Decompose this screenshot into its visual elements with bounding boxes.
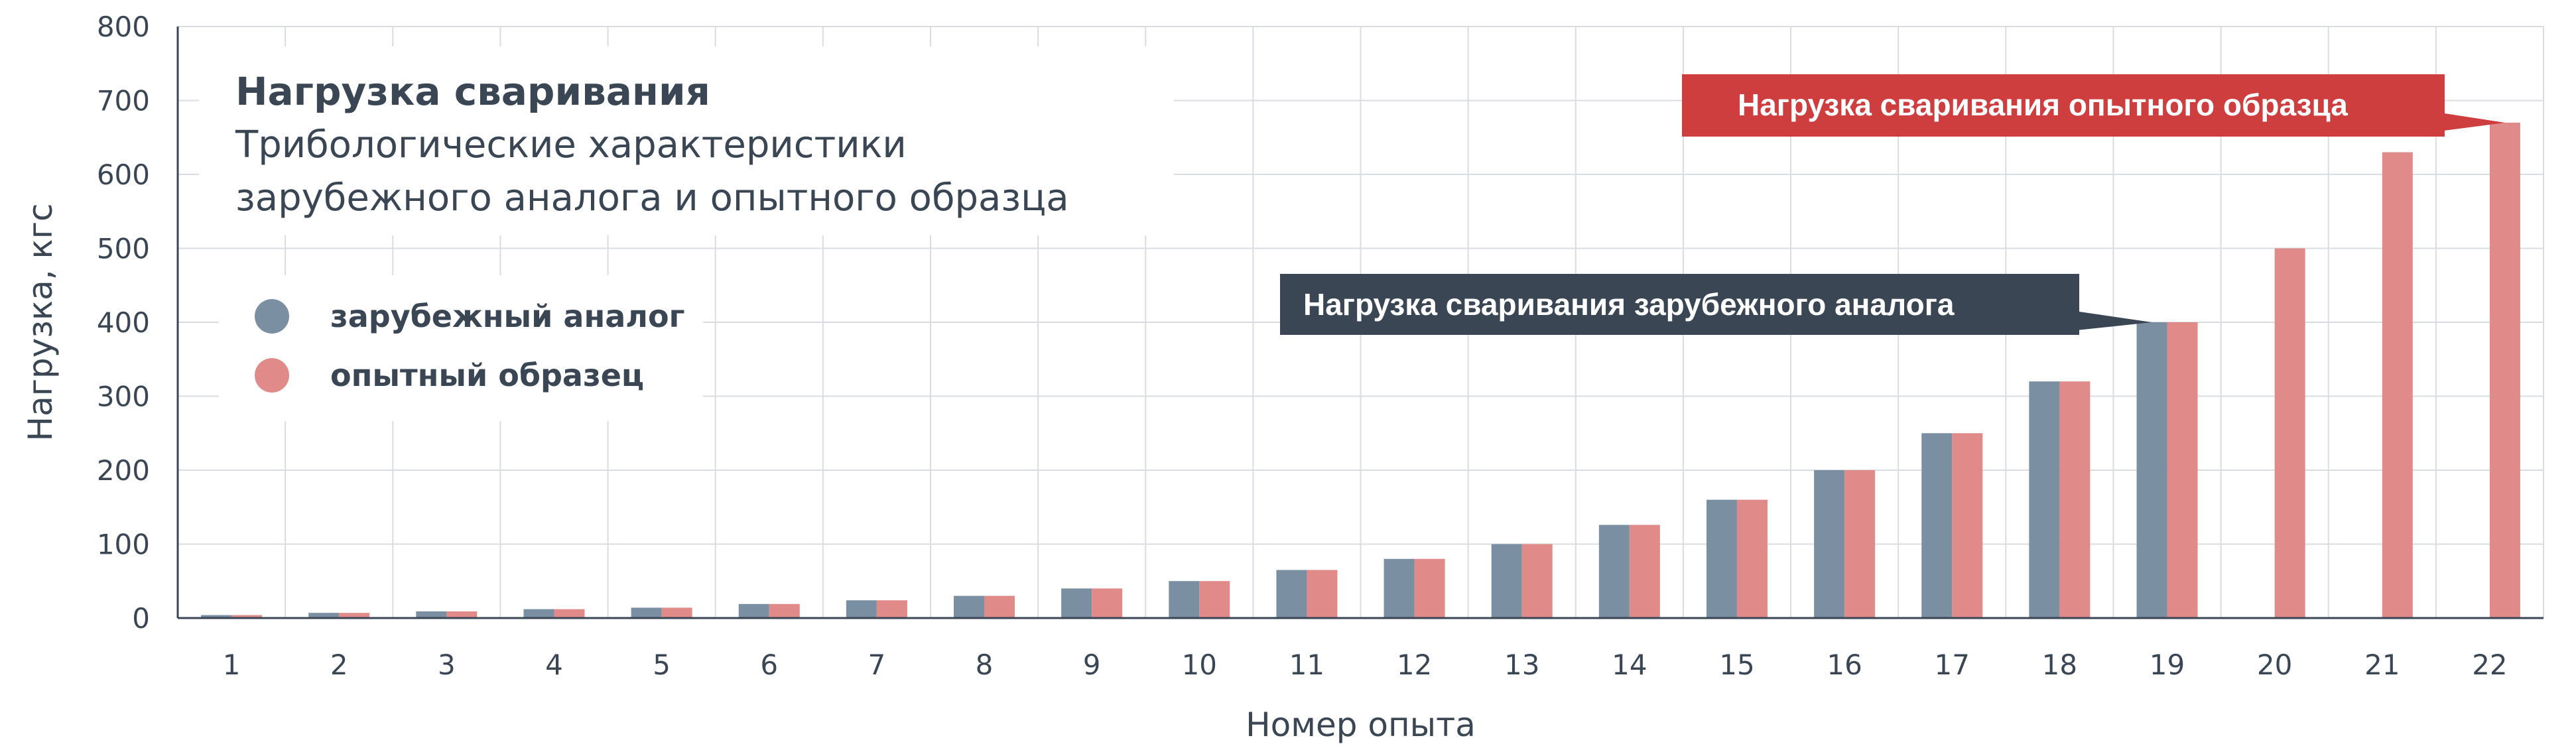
- bar-test-sample: [1414, 558, 1445, 618]
- y-axis-title: Нагрузка, кгс: [21, 203, 60, 441]
- axis-layer: [176, 27, 2544, 619]
- y-tick-label: 600: [97, 158, 150, 191]
- legend-marker-foreign-analog: [255, 299, 289, 334]
- bar-test-sample: [1092, 588, 1123, 618]
- bar-test-sample: [1521, 544, 1553, 618]
- bar-foreign-analog: [1921, 433, 1953, 618]
- bar-test-sample: [984, 595, 1015, 618]
- x-tick-label: 20: [2257, 649, 2292, 681]
- x-tick-label: 9: [1083, 649, 1101, 681]
- bar-foreign-analog: [416, 611, 447, 618]
- bar-test-sample: [1629, 525, 1660, 618]
- title-background: [199, 46, 1174, 235]
- x-tick-label: 4: [545, 649, 563, 681]
- x-tick-label: 8: [976, 649, 994, 681]
- x-tick-label: 13: [1504, 649, 1539, 681]
- x-tick-label: 7: [868, 649, 886, 681]
- bar-foreign-analog: [2136, 322, 2167, 618]
- x-tick-label: 21: [2364, 649, 2400, 681]
- x-tick-label: 16: [1827, 649, 1862, 681]
- bar-test-sample: [1736, 499, 1768, 618]
- x-tick-label: 17: [1935, 649, 1970, 681]
- bar-foreign-analog: [631, 607, 662, 618]
- bar-test-sample: [446, 611, 478, 618]
- x-tick-label: 5: [653, 649, 671, 681]
- bar-foreign-analog: [1169, 581, 1200, 618]
- x-tick-label: 12: [1397, 649, 1432, 681]
- bar-foreign-analog: [308, 613, 340, 618]
- bar-test-sample: [2167, 322, 2198, 618]
- x-tick-label: 2: [330, 649, 348, 681]
- callout-test-sample-text: Нагрузка сваривания опытного образца: [1738, 88, 2348, 122]
- bar-foreign-analog: [1384, 558, 1415, 618]
- bar-test-sample: [2382, 152, 2413, 619]
- callout-test-sample-box: [1682, 74, 2445, 137]
- x-tick-label: 14: [1612, 649, 1647, 681]
- x-tick-label: 10: [1182, 649, 1217, 681]
- legend-background: [219, 275, 703, 421]
- bar-foreign-analog: [1814, 470, 1845, 618]
- x-tick-label: 19: [2150, 649, 2185, 681]
- callout-foreign-analog-box: [1280, 274, 2079, 335]
- y-tick-label: 700: [97, 85, 150, 117]
- bar-test-sample: [231, 615, 263, 618]
- bar-test-sample: [554, 609, 585, 618]
- bar-foreign-analog: [1598, 525, 1630, 618]
- bars-layer: [201, 122, 2520, 619]
- bar-test-sample: [1952, 433, 1983, 618]
- bar-test-sample: [1844, 470, 1876, 618]
- bar-foreign-analog: [1706, 499, 1737, 618]
- bar-test-sample: [2274, 248, 2305, 618]
- bar-test-sample: [2489, 122, 2520, 618]
- bar-test-sample: [1307, 570, 1338, 618]
- x-tick-label: 22: [2472, 649, 2507, 681]
- bar-test-sample: [2059, 381, 2091, 618]
- bar-foreign-analog: [1061, 588, 1092, 618]
- x-tick-label: 6: [760, 649, 778, 681]
- legend-label-foreign-analog: зарубежный аналог: [330, 298, 685, 334]
- bar-test-sample: [661, 607, 692, 618]
- bar-test-sample: [1199, 581, 1230, 618]
- y-tick-label: 800: [97, 11, 150, 43]
- y-tick-label: 0: [132, 602, 150, 635]
- x-tick-label: 3: [438, 649, 456, 681]
- x-tick-label: 11: [1289, 649, 1324, 681]
- y-tick-label: 300: [97, 381, 150, 413]
- x-tick-label: 15: [1719, 649, 1754, 681]
- chart-title: Нагрузка сваривания: [235, 69, 710, 114]
- chart-subtitle-line-2: зарубежного аналога и опытного образца: [235, 176, 1069, 219]
- bar-foreign-analog: [1276, 570, 1307, 618]
- x-tick-label: 18: [2042, 649, 2077, 681]
- bar-foreign-analog: [738, 603, 769, 618]
- callout-test-sample: Нагрузка сваривания опытного образца: [1682, 74, 2505, 137]
- y-tick-label: 500: [97, 233, 150, 265]
- legend-label-test-sample: опытный образец: [330, 357, 644, 393]
- bar-foreign-analog: [523, 609, 554, 618]
- title-block: Нагрузка сваривания Трибологические хара…: [199, 46, 1174, 235]
- bar-test-sample: [876, 600, 907, 618]
- x-tick-label: 1: [223, 649, 241, 681]
- callout-foreign-analog: Нагрузка сваривания зарубежного аналога: [1280, 274, 2152, 335]
- legend-marker-test-sample: [255, 358, 289, 393]
- bar-foreign-analog: [201, 615, 232, 618]
- y-tick-label: 400: [97, 306, 150, 339]
- chart-subtitle-line-1: Трибологические характеристики: [235, 123, 907, 166]
- callout-foreign-analog-text: Нагрузка сваривания зарубежного аналога: [1303, 287, 1955, 322]
- y-tick-label: 200: [97, 454, 150, 487]
- bar-foreign-analog: [846, 600, 877, 618]
- bar-foreign-analog: [2029, 381, 2060, 618]
- legend: зарубежный аналог опытный образец: [219, 275, 703, 421]
- bar-test-sample: [339, 613, 370, 618]
- bar-foreign-analog: [1491, 544, 1522, 618]
- bar-test-sample: [769, 603, 800, 618]
- x-axis-title: Номер опыта: [1246, 706, 1476, 744]
- bar-foreign-analog: [954, 595, 985, 618]
- y-tick-label: 100: [97, 529, 150, 561]
